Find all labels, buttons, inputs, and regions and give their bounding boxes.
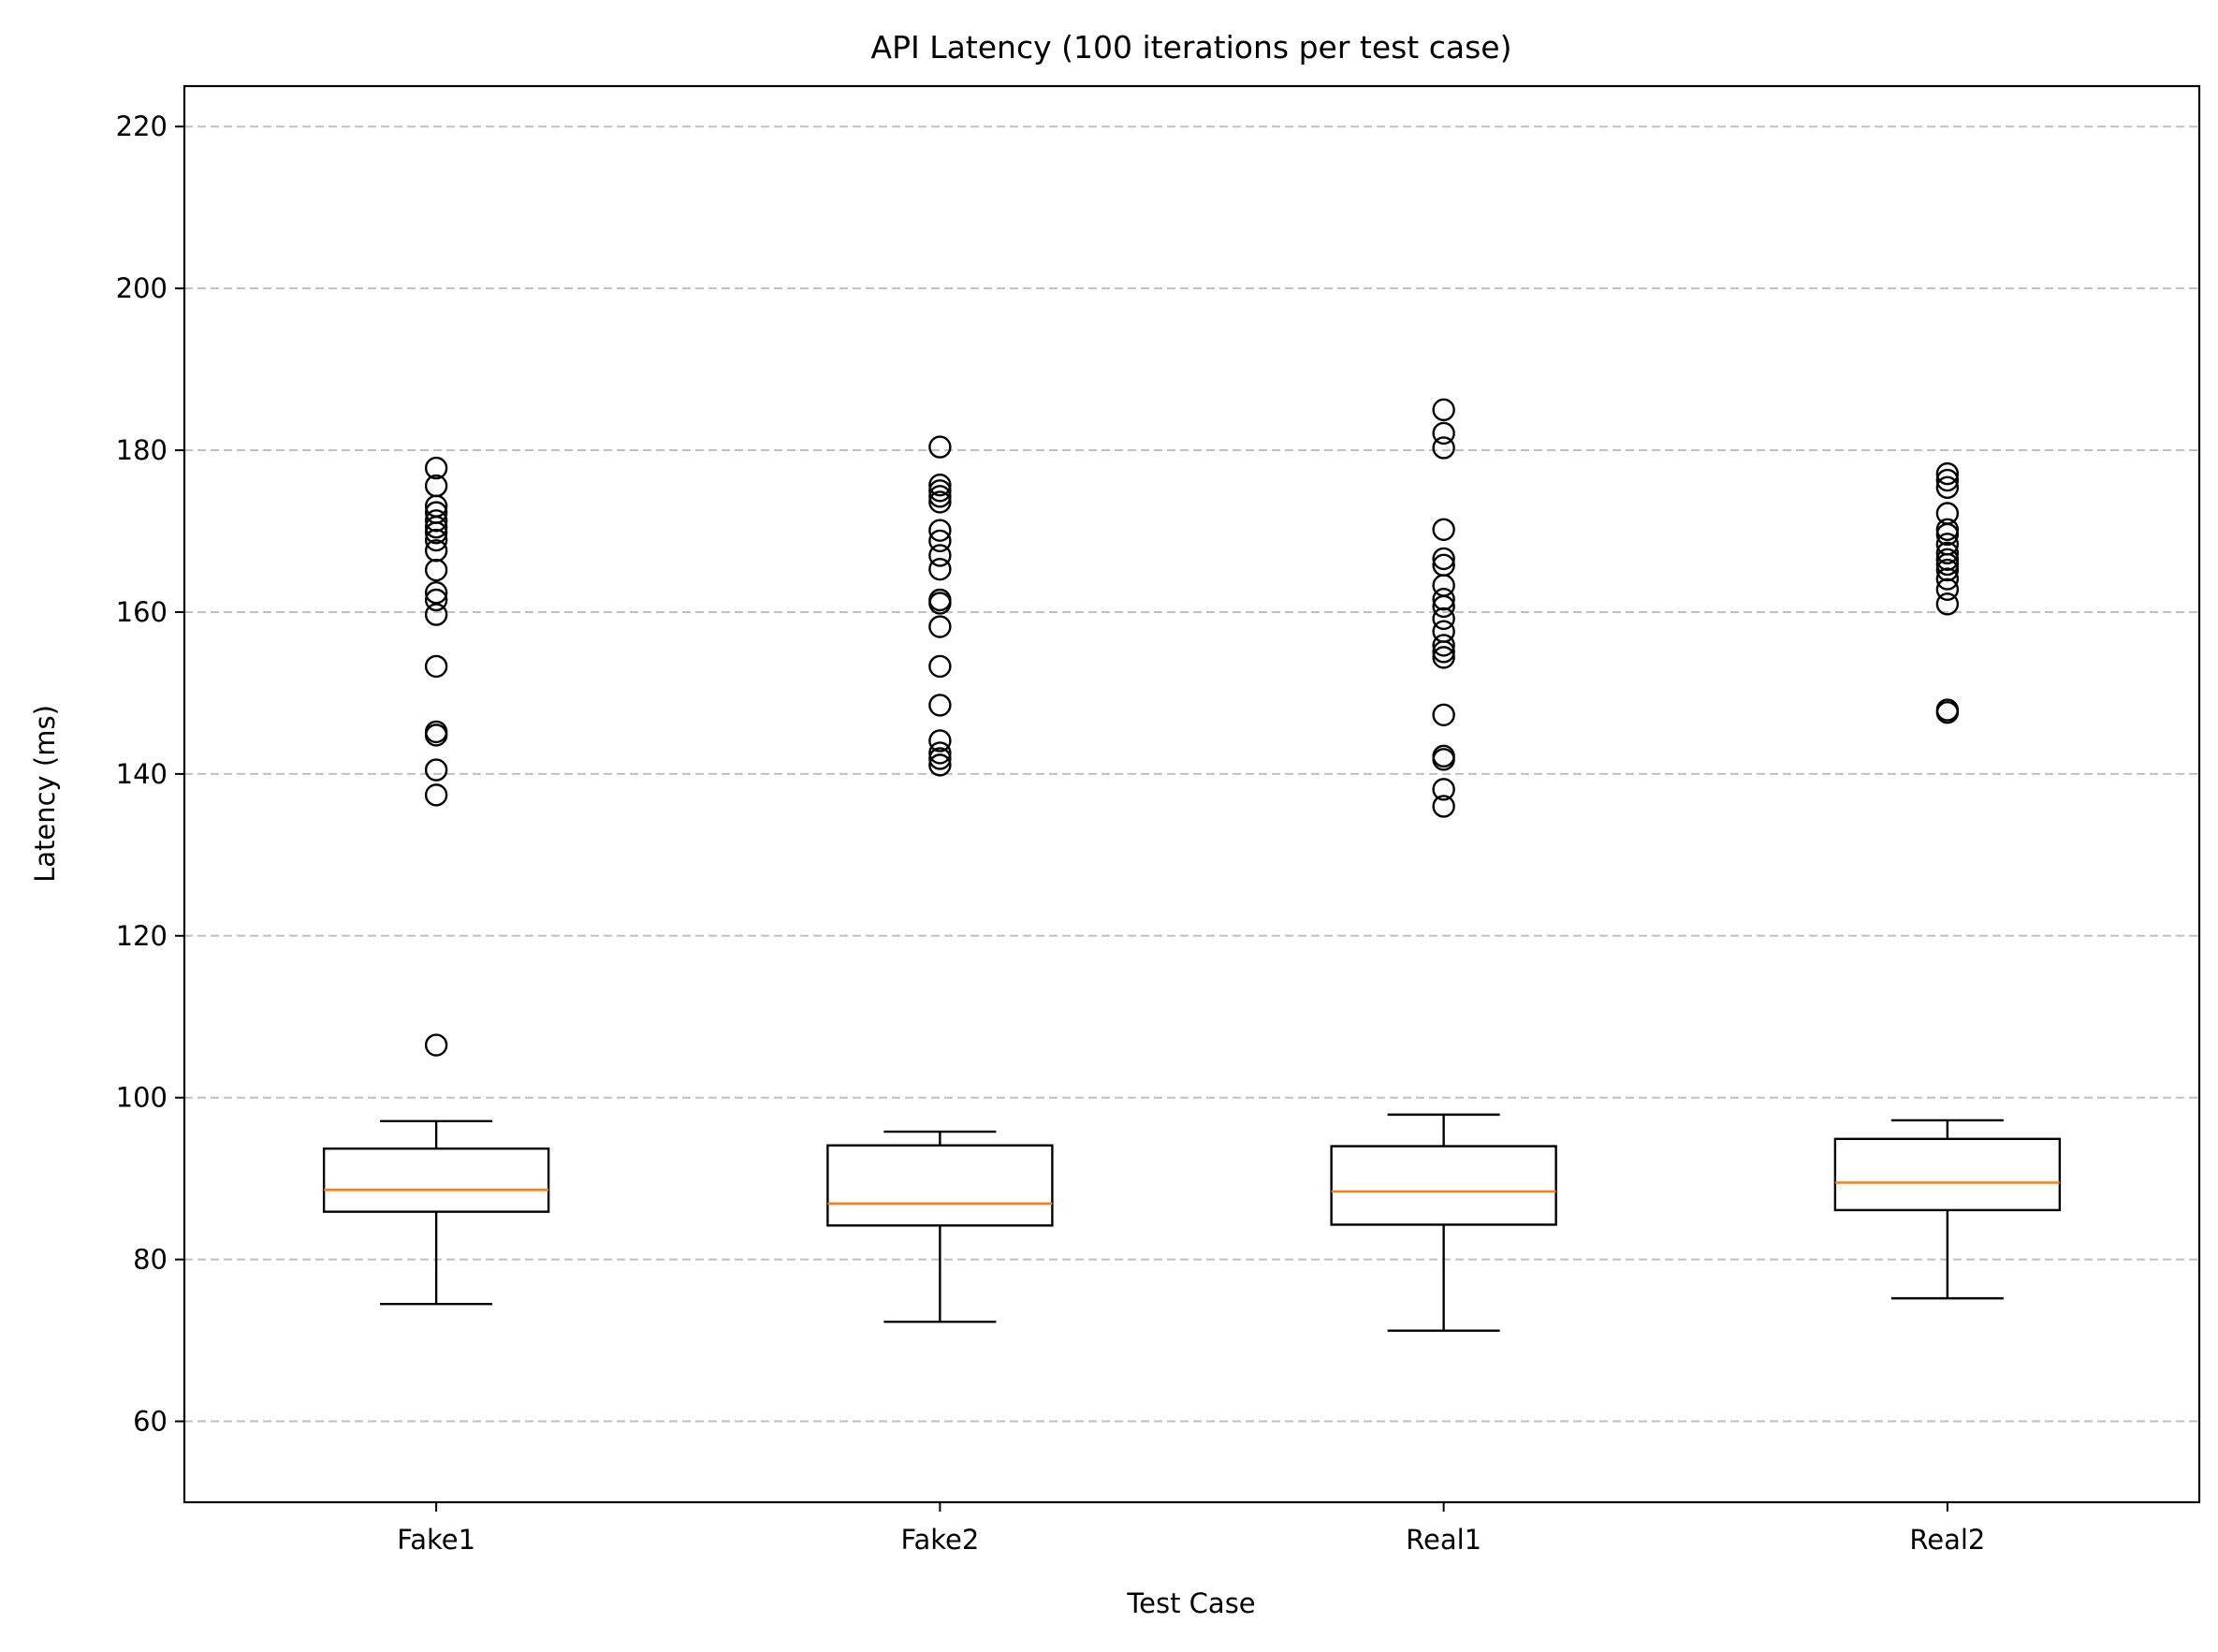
outlier-point [1432, 587, 1455, 611]
outlier-point [1935, 468, 1960, 492]
outlier-point [928, 544, 952, 567]
outlier-point [928, 490, 952, 514]
outlier-point [928, 474, 952, 497]
outlier-point [928, 729, 952, 753]
y-axis-label: Latency (ms) [29, 705, 61, 883]
outlier-point [928, 529, 952, 553]
x-axis-label: Test Case [1126, 1587, 1255, 1619]
outlier-point [1935, 567, 1960, 591]
outlier-point [1432, 703, 1455, 726]
outlier-point [424, 588, 448, 612]
box-real1 [1330, 1113, 1557, 1332]
y-tick-label-160: 160 [116, 596, 168, 628]
outliers-real1 [1432, 398, 1455, 818]
outlier-point [1935, 698, 1960, 722]
outlier-point [424, 509, 448, 533]
outlier-point [1935, 461, 1960, 486]
outlier-point [928, 654, 952, 679]
outlier-point [424, 654, 448, 679]
outlier-point [1432, 646, 1455, 669]
outlier-point [928, 485, 952, 508]
outlier-point [1432, 547, 1455, 571]
outlier-point [424, 783, 448, 807]
outlier-point [424, 720, 448, 744]
outlier-point [1432, 778, 1455, 801]
outlier-point [1935, 518, 1960, 541]
outlier-point [1935, 541, 1960, 565]
outlier-point [1935, 502, 1960, 525]
outlier-point [424, 758, 448, 782]
box-fake1 [322, 1119, 550, 1306]
outliers-fake2 [928, 435, 952, 777]
outliers-real2 [1935, 461, 1960, 724]
outlier-point [1935, 548, 1960, 571]
outlier-point [424, 539, 448, 563]
outlier-point [1432, 398, 1455, 422]
outlier-point [928, 588, 952, 612]
y-tick-label-140: 140 [116, 758, 168, 790]
outlier-point [1432, 518, 1455, 541]
outlier-point [1935, 592, 1960, 616]
box-plots [322, 1113, 2062, 1332]
x-tick-label-real1: Real1 [1406, 1524, 1481, 1556]
y-tick-label-80: 80 [133, 1244, 168, 1276]
outlier-point [424, 474, 448, 498]
grid-lines [184, 125, 2199, 1423]
outlier-point [1432, 620, 1455, 643]
iqr-box [1330, 1145, 1557, 1226]
x-tick-label-fake1: Fake1 [397, 1524, 475, 1556]
x-axis: Fake1 Fake2 Real1 Real2 [397, 1502, 1985, 1556]
y-axis: 60 80 100 120 140 160 180 200 220 [116, 110, 184, 1438]
iqr-box [826, 1144, 1054, 1227]
x-tick-label-fake2: Fake2 [900, 1524, 979, 1556]
outlier-point [1432, 744, 1455, 768]
outliers-fake1 [424, 456, 448, 1057]
chart-title: API Latency (100 iterations per test cas… [871, 29, 1512, 66]
outlier-point [424, 581, 448, 605]
outlier-point [928, 557, 952, 581]
outlier-point [424, 528, 448, 552]
outlier-point [928, 747, 952, 770]
outlier-point [1935, 533, 1960, 556]
outlier-point [424, 1033, 448, 1057]
outlier-point [928, 694, 952, 717]
outlier-point [928, 435, 952, 459]
x-tick-label-real2: Real2 [1909, 1524, 1985, 1556]
outlier-point [424, 558, 448, 582]
outlier-point [1432, 436, 1455, 460]
iqr-box [322, 1147, 550, 1213]
box-real2 [1833, 1118, 2062, 1300]
outlier-point [928, 753, 952, 777]
y-tick-label-180: 180 [116, 434, 168, 466]
box-fake2 [826, 1130, 1054, 1323]
outlier-point [1432, 795, 1455, 818]
y-tick-label-200: 200 [116, 272, 168, 304]
plot-area-frame [182, 84, 2201, 1504]
y-tick-label-100: 100 [116, 1082, 168, 1114]
outlier-point [1432, 634, 1455, 657]
outlier-point [1432, 607, 1455, 631]
outlier-point [928, 479, 952, 503]
y-tick-label-60: 60 [133, 1406, 168, 1438]
outlier-point [1432, 553, 1455, 577]
iqr-box [1833, 1137, 2062, 1212]
outlier-point [928, 615, 952, 638]
outlier-point [424, 603, 448, 626]
outlier-point [1935, 577, 1960, 601]
outlier-point [928, 741, 952, 765]
outlier-markers [424, 398, 1960, 1057]
outlier-point [424, 501, 448, 524]
y-tick-label-120: 120 [116, 920, 168, 952]
outlier-point [1935, 475, 1960, 500]
outlier-point [1432, 421, 1455, 446]
y-tick-label-220: 220 [116, 110, 168, 142]
outlier-point [1935, 558, 1960, 582]
outlier-point [424, 456, 448, 480]
outlier-point [928, 519, 952, 542]
